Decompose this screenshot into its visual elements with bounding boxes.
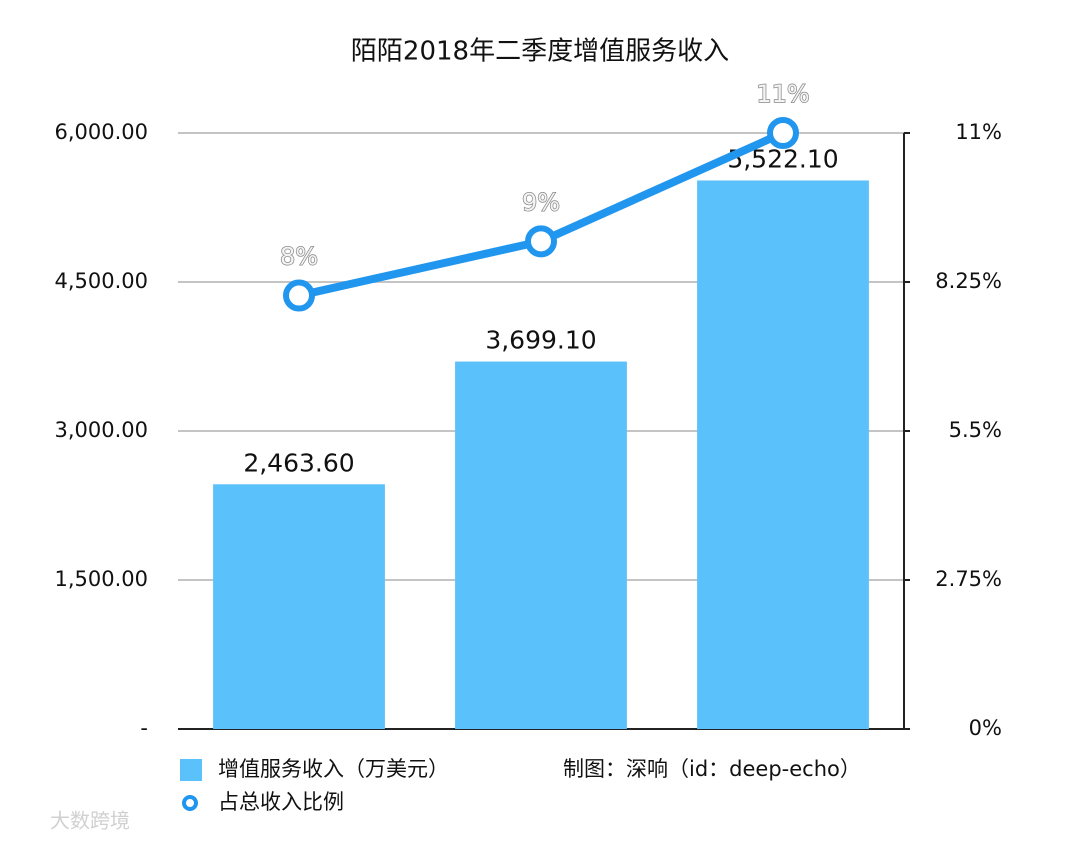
y2-tick-label: 11%: [955, 120, 1002, 144]
bar: [697, 180, 869, 729]
line-marker: [283, 279, 315, 312]
y-tick-label: 6,000.00: [54, 120, 148, 144]
line-value-label: 8%: [280, 243, 318, 271]
y-tick-label: 3,000.00: [54, 418, 148, 442]
y-tick-label: -: [140, 716, 148, 740]
legend-marker: [182, 795, 198, 811]
bar-value-label: 2,463.60: [243, 448, 354, 477]
y2-tick-label: 0%: [969, 716, 1002, 740]
chart-title: 陌陌2018年二季度增值服务收入: [351, 37, 729, 67]
bar: [213, 484, 385, 729]
line-value-label: 11%: [756, 80, 809, 108]
y2-tick-label: 2.75%: [935, 567, 1002, 591]
y2-tick-label: 8.25%: [935, 269, 1002, 293]
annotation: 制图：深响（id：deep-echo）: [563, 757, 861, 781]
watermark: 大数跨境: [50, 809, 130, 833]
line-marker: [767, 117, 799, 149]
legend-marker: [180, 759, 202, 781]
line-value-label: 9%: [522, 188, 560, 216]
y-tick-label: 1,500.00: [54, 567, 148, 591]
y-tick-label: 4,500.00: [54, 269, 148, 293]
legend-label: 占总收入比例: [218, 790, 344, 814]
bar-value-label: 3,699.10: [485, 326, 596, 355]
line-marker: [525, 225, 557, 258]
bar: [455, 361, 627, 729]
legend-label: 增值服务收入（万美元）: [218, 757, 449, 781]
y2-tick-label: 5.5%: [949, 418, 1002, 442]
